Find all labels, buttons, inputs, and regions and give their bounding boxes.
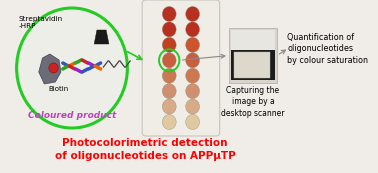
Circle shape (186, 53, 200, 68)
Bar (234, 52, 270, 78)
Circle shape (186, 7, 200, 21)
Circle shape (49, 63, 58, 73)
FancyBboxPatch shape (142, 0, 220, 136)
Circle shape (186, 99, 200, 114)
Text: Streptavidin
-HRP: Streptavidin -HRP (19, 16, 63, 29)
Circle shape (162, 115, 176, 130)
Circle shape (186, 84, 200, 99)
FancyBboxPatch shape (229, 28, 277, 83)
Circle shape (162, 37, 176, 52)
Circle shape (162, 84, 176, 99)
Polygon shape (94, 30, 109, 44)
Polygon shape (39, 54, 61, 84)
Bar (231, 50, 275, 80)
Circle shape (186, 68, 200, 83)
Text: Photocolorimetric detection
of oligonucleotides on APPμTP: Photocolorimetric detection of oligonucl… (54, 138, 235, 161)
Text: Capturing the
image by a
desktop scanner: Capturing the image by a desktop scanner (221, 86, 285, 118)
Circle shape (162, 7, 176, 21)
Circle shape (186, 37, 200, 52)
Circle shape (162, 22, 176, 37)
Text: Coloured product: Coloured product (28, 112, 116, 121)
Circle shape (186, 115, 200, 130)
Circle shape (162, 68, 176, 83)
Circle shape (162, 53, 176, 68)
Bar (231, 30, 275, 51)
Text: Quantification of
oligonucleotides
by colour saturation: Quantification of oligonucleotides by co… (287, 33, 368, 65)
Circle shape (186, 22, 200, 37)
Circle shape (162, 99, 176, 114)
Text: Biotin: Biotin (48, 86, 68, 92)
Circle shape (17, 8, 127, 128)
